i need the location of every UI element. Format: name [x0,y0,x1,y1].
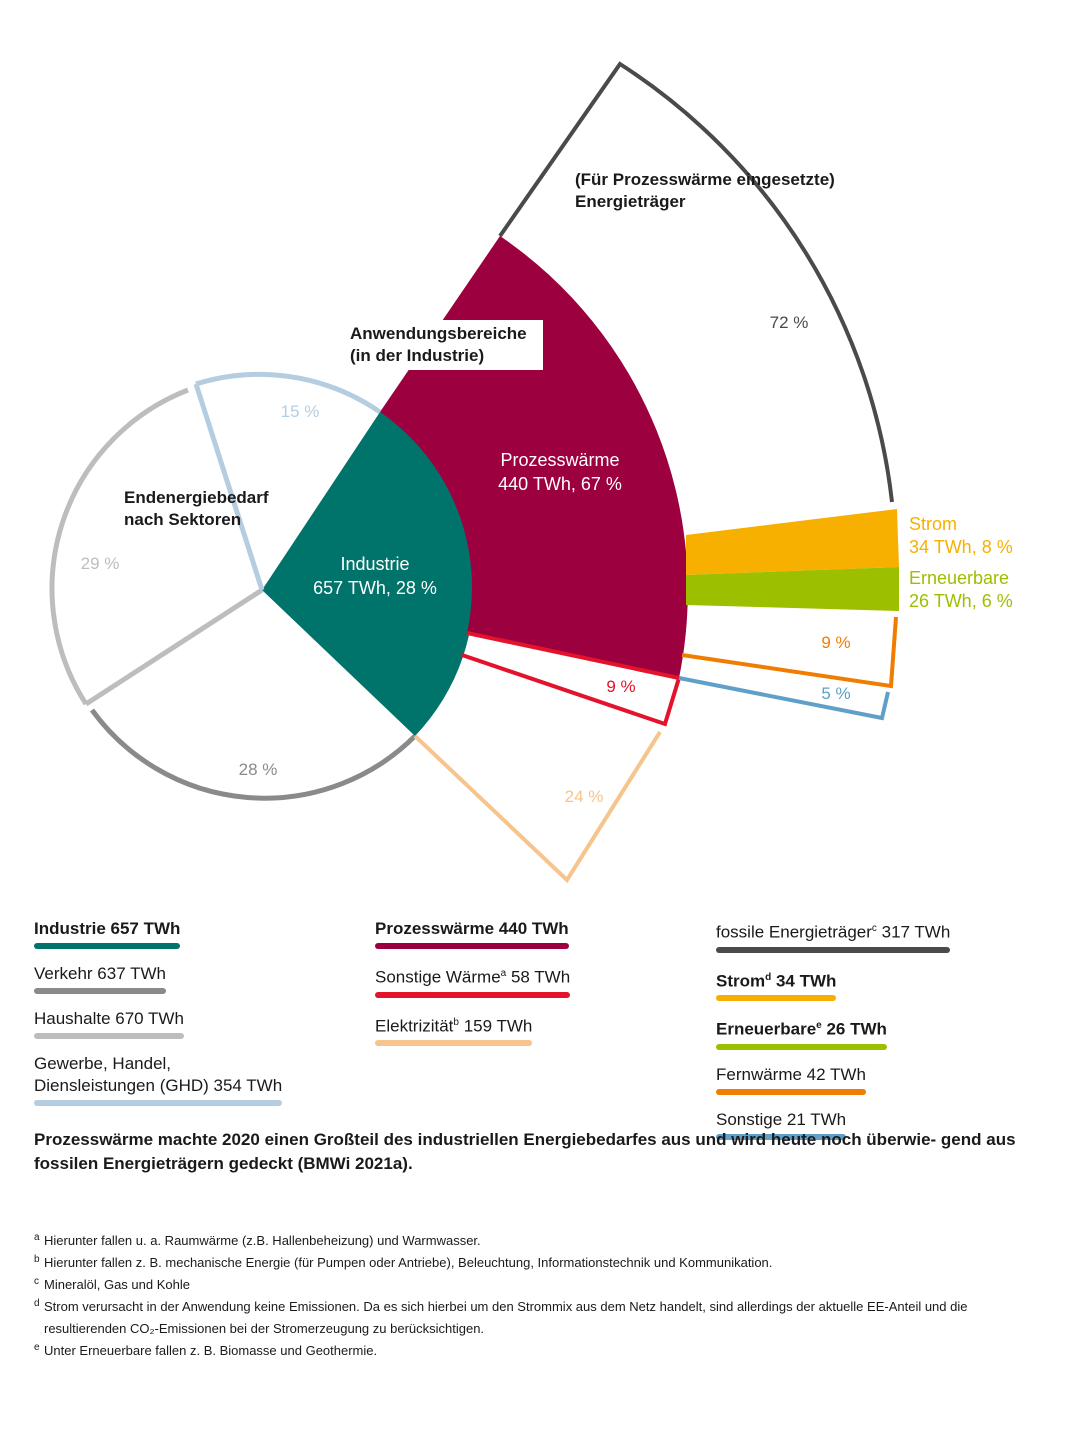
slice-sonstige [678,676,890,721]
label-haushalte-percent: 29 % [81,554,120,573]
legend-item: Stromd 34 TWh [716,967,837,1002]
footnote-mark: c [34,1276,39,1287]
footnote-mark: e [34,1342,40,1353]
footnote: a Hierunter fallen u. a. Raumwärme (z.B. … [34,1230,1034,1252]
legend-swatch [375,991,571,998]
label-sonstige-waerme-percent: 9 % [606,677,635,696]
slice-erneuerbare [686,567,899,611]
legend-item-label: fossile Energieträgerc 317 TWh [716,922,951,942]
legend-carriers: fossile Energieträgerc 317 TWh Stromd 34 … [716,918,951,1154]
legend-item: Haushalte 670 TWh [34,1008,184,1039]
footnote-text: Mineralöl, Gas und Kohle [44,1277,190,1292]
slice-elektrizitaet [413,730,662,884]
legend-swatch [716,1088,866,1095]
legend-item-label: Elektrizitätb 159 TWh [375,1016,533,1036]
legend-swatch [34,943,181,949]
legend-item-label: Fernwärme 42 TWh [716,1064,866,1084]
footnote-text: Hierunter fallen u. a. Raumwärme (z.B. H… [44,1233,481,1248]
slice-fernwaerme [681,616,898,689]
legend-swatch [716,1043,887,1050]
label-erneuerbare-value: 26 TWh, 6 % [909,591,1013,611]
legend-swatch [34,1033,184,1039]
legend-swatch [34,1100,283,1106]
legend-swatch [716,1133,847,1140]
legend-item: Verkehr 637 TWh [34,963,166,994]
label-elektrizitaet-percent: 24 % [565,787,604,806]
legend-swatch [34,988,166,994]
legend-swatch [375,943,569,949]
application-title-2: (in der Industrie) [350,346,484,365]
label-fossil-percent: 72 % [770,313,809,332]
label-strom-name: Strom [909,514,957,534]
label-sonstige-percent: 5 % [821,684,850,703]
carrier-title-1: (Für Prozesswärme eingesetzte) [575,170,835,189]
sector-pie: Endenergiebedarf nach Sektoren Industrie… [49,371,475,801]
footnote: b Hierunter fallen z. B. mechanische Ener… [34,1252,1034,1274]
legend-swatch [375,1040,533,1047]
slice-verkehr-arc [89,708,417,801]
footnote-text: Strom verursacht in der Anwendung keine … [44,1299,968,1336]
label-industrie-value: 657 TWh, 28 % [313,578,437,598]
figure-caption: Prozesswärme machte 2020 einen Großteil … [34,1130,1016,1173]
legend-item: Erneuerbaree 26 TWh [716,1015,887,1050]
application-title-1: Anwendungsbereiche [350,324,527,343]
footnote-text: Unter Erneuerbare fallen z. B. Biomasse … [44,1343,378,1358]
slice-sonstige-waerme [461,631,682,727]
legend-item: Fernwärme 42 TWh [716,1064,866,1095]
legend-item-label: Gewerbe, Handel, Diensleistungen (GHD) 35… [34,1054,283,1095]
legend-item: Industrie 657 TWh [34,918,181,949]
label-strom-value: 34 TWh, 8 % [909,537,1013,557]
footnotes: a Hierunter fallen u. a. Raumwärme (z.B. … [34,1230,1034,1362]
label-fernwaerme-percent: 9 % [821,633,850,652]
legend-applications: Prozesswärme 440 TWh Sonstige Wärmea 58 T… [375,918,571,1060]
label-prozesswaerme-name: Prozesswärme [500,450,619,470]
legend-item-label: Industrie 657 TWh [34,919,181,938]
slice-fossil [498,61,894,503]
legend-item: Prozesswärme 440 TWh [375,918,569,949]
footnote: e Unter Erneuerbare fallen z. B. Biomasse… [34,1340,1034,1362]
label-prozesswaerme-value: 440 TWh, 67 % [498,474,622,494]
label-verkehr-percent: 28 % [239,760,278,779]
legend-swatch [716,946,951,953]
legend-item-label: Haushalte 670 TWh [34,1009,184,1028]
sector-pie-title-2: nach Sektoren [124,510,241,529]
slice-ghd-arc [195,371,382,415]
energy-flow-chart: Endenergiebedarf nach Sektoren Industrie… [49,61,1013,884]
application-title-bg [343,320,543,370]
slice-haushalte-edge [84,587,264,707]
legend-item: Gewerbe, Handel, Diensleistungen (GHD) 35… [34,1053,283,1106]
legend-item-label: Prozesswärme 440 TWh [375,919,569,938]
label-industrie-name: Industrie [340,554,409,574]
footnote: d Strom verursacht in der Anwendung keine… [34,1296,1034,1340]
legend-swatch [716,995,837,1002]
legend-item-label: Erneuerbaree 26 TWh [716,1019,887,1039]
legend-item: Elektrizitätb 159 TWh [375,1012,533,1047]
legend-item-label: Sonstige Wärmea 58 TWh [375,967,571,987]
slice-strom [686,509,899,575]
sector-pie-title-1: Endenergiebedarf [124,488,269,507]
label-ghd-percent: 15 % [281,402,320,421]
legend-item: Sonstige 21 TWh [716,1109,847,1140]
slice-haushalte-arc [49,387,189,706]
slice-industrie [262,412,475,736]
slice-ghd-edge [193,383,265,591]
legend-item: Sonstige Wärmea 58 TWh [375,963,571,998]
legend-item: fossile Energieträgerc 317 TWh [716,918,951,953]
carrier-pie: (Für Prozesswärme eingesetzte) Energietr… [498,61,1013,721]
legend-item-label: Stromd 34 TWh [716,971,837,991]
footnote-mark: a [34,1232,40,1243]
footnote-mark: b [34,1254,40,1265]
application-pie: Anwendungsbereiche (in der Industrie) Pr… [343,236,688,884]
legend-item-label: Verkehr 637 TWh [34,964,166,983]
carrier-title-2: Energieträger [575,192,686,211]
legend-sectors: Industrie 657 TWh Verkehr 637 TWh Haushalt… [34,918,283,1120]
footnote-mark: d [34,1298,40,1309]
footnote: c Mineralöl, Gas und Kohle [34,1274,1034,1296]
footnote-text: Hierunter fallen z. B. mechanische Energ… [44,1255,773,1270]
label-erneuerbare-name: Erneuerbare [909,568,1009,588]
legend-item-label: Sonstige 21 TWh [716,1109,847,1129]
